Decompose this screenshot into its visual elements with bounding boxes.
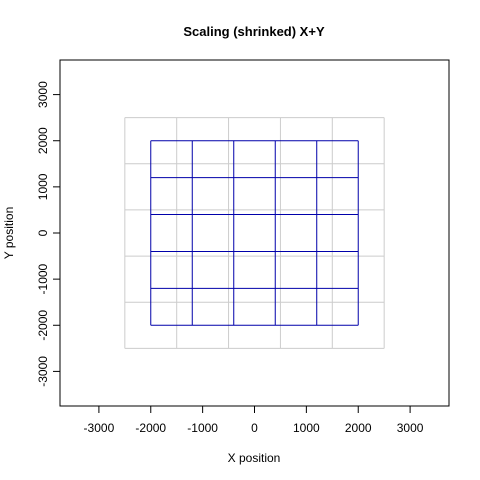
y-axis: -3000 -2000 -1000 0 1000 2000 3000 — [36, 81, 61, 387]
y-tick-label: 0 — [36, 229, 50, 236]
x-tick-label: 1000 — [293, 421, 320, 435]
plot-content — [124, 117, 385, 349]
y-tick-label: 3000 — [36, 81, 50, 108]
x-axis-title: X position — [228, 451, 281, 465]
chart-title: Scaling (shrinked) X+Y — [183, 24, 325, 39]
y-tick-label: -2000 — [36, 310, 50, 341]
scaled-grid — [150, 140, 359, 326]
x-tick-label: -1000 — [187, 421, 218, 435]
original-grid — [124, 117, 385, 349]
x-tick-label: 3000 — [397, 421, 424, 435]
x-tick-label: -3000 — [84, 421, 115, 435]
y-tick-label: 2000 — [36, 127, 50, 154]
y-axis-title: Y position — [2, 207, 16, 259]
y-tick-label: 1000 — [36, 173, 50, 200]
x-tick-label: -2000 — [135, 421, 166, 435]
y-tick-label: -3000 — [36, 356, 50, 387]
x-axis: -3000 -2000 -1000 0 1000 2000 3000 — [84, 405, 424, 435]
x-tick-label: 0 — [251, 421, 258, 435]
plot-frame — [59, 59, 450, 407]
y-tick-label: -1000 — [36, 263, 50, 294]
x-tick-label: 2000 — [345, 421, 372, 435]
